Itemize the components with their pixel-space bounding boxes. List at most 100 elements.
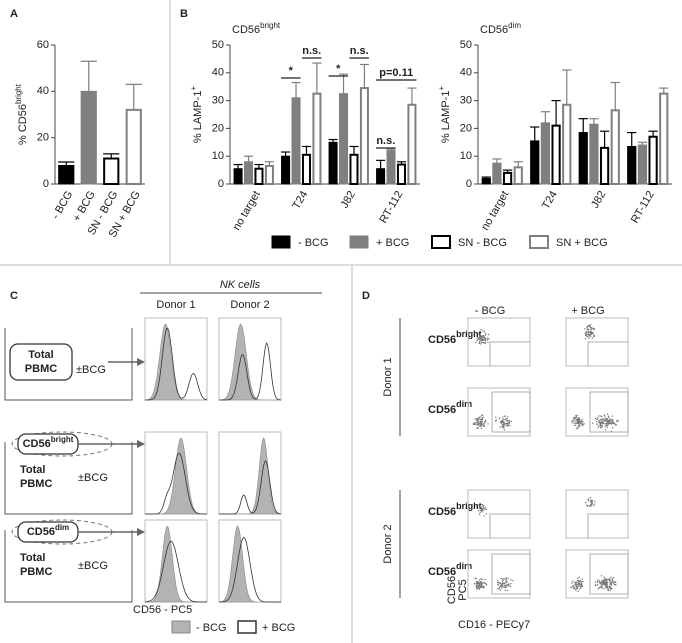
event-dot — [480, 341, 483, 344]
event-dot — [503, 423, 505, 426]
event-dot — [476, 583, 479, 585]
event-dot — [608, 419, 610, 422]
event-dot — [481, 578, 483, 580]
event-dot — [484, 337, 486, 339]
event-dot — [497, 588, 499, 590]
diagram-treatment: ±BCG — [78, 560, 108, 572]
bar — [349, 153, 359, 185]
y-axis-label-sup: + — [189, 86, 198, 91]
x-tick-label: J82 — [589, 189, 608, 210]
gate — [489, 513, 530, 538]
event-dot — [478, 510, 480, 512]
y-axis-label-base: % LAMP-1 — [192, 91, 204, 144]
event-dot — [510, 420, 512, 423]
event-dot — [585, 333, 587, 335]
event-dot — [587, 498, 589, 501]
diagram-box-label: Total — [20, 464, 45, 476]
event-dot — [582, 420, 584, 423]
event-dot — [494, 420, 497, 422]
y-axis-label-sup: bright — [14, 83, 23, 104]
legend-label: + BCG — [376, 237, 409, 249]
event-dot — [597, 579, 599, 581]
significance-label: * — [289, 65, 294, 77]
event-dot — [498, 586, 501, 588]
event-dot — [605, 429, 607, 431]
event-dot — [484, 339, 487, 341]
significance-label: n.s. — [302, 45, 321, 57]
event-dot — [587, 500, 590, 502]
row-label-sup: dim — [456, 399, 472, 409]
event-dot — [613, 581, 615, 583]
legend-swatch — [529, 235, 549, 249]
event-dot — [591, 503, 593, 505]
header: NK cells — [220, 279, 261, 291]
event-dot — [478, 588, 481, 590]
event-dot — [481, 414, 483, 417]
row-label: CD56dim — [428, 561, 472, 578]
event-dot — [506, 580, 508, 583]
event-dot — [602, 418, 604, 420]
event-dot — [576, 585, 578, 587]
diagram-box-label: PBMC — [20, 566, 52, 578]
x-axis-label: CD16 - PECy7 — [458, 619, 530, 631]
y-tick-label: 20 — [460, 122, 472, 134]
event-dot — [600, 419, 602, 421]
bar — [659, 92, 669, 185]
panel-label: C — [10, 290, 18, 302]
event-dot — [478, 504, 480, 506]
event-dot — [570, 586, 572, 589]
event-dot — [481, 336, 483, 339]
event-dot — [606, 582, 609, 584]
event-dot — [606, 424, 608, 427]
event-dot — [581, 418, 583, 421]
event-dot — [508, 583, 510, 586]
event-dot — [497, 579, 499, 582]
event-dot — [590, 331, 592, 333]
x-tick-label: J82 — [339, 189, 358, 210]
event-dot — [580, 583, 582, 586]
event-dot — [610, 576, 612, 579]
event-dot — [594, 417, 597, 420]
diagram-pill-label-base: CD56 — [23, 438, 51, 450]
event-dot — [588, 324, 591, 327]
event-dot — [597, 588, 599, 590]
event-dot — [503, 582, 505, 585]
event-dot — [483, 515, 485, 517]
y-tick-label: 30 — [460, 95, 472, 107]
y-tick-label: 40 — [460, 67, 472, 79]
event-dot — [476, 335, 478, 337]
event-dot — [476, 581, 479, 583]
event-dot — [594, 500, 596, 503]
y-axis-label: % CD56bright — [14, 83, 29, 145]
row-label-sup: bright — [456, 501, 482, 511]
event-dot — [599, 580, 601, 582]
event-dot — [498, 588, 500, 590]
bar — [264, 164, 274, 185]
event-dot — [478, 587, 480, 589]
bar — [339, 93, 349, 185]
event-dot — [483, 508, 485, 510]
event-dot — [481, 418, 484, 420]
event-dot — [616, 419, 618, 422]
gate — [587, 513, 628, 538]
y-tick-label: 50 — [212, 39, 224, 51]
event-dot — [484, 338, 487, 340]
event-dot — [482, 586, 484, 589]
event-dot — [479, 511, 481, 514]
event-dot — [581, 423, 583, 425]
diagram-arrowhead — [137, 528, 145, 536]
event-dot — [597, 417, 599, 419]
diagram-pill-label-sup: bright — [51, 435, 74, 444]
event-dot — [476, 424, 478, 426]
event-dot — [593, 335, 595, 337]
event-dot — [575, 416, 578, 418]
chart-title-base: CD56 — [232, 24, 260, 36]
event-dot — [575, 414, 577, 417]
event-dot — [578, 417, 581, 419]
gate — [491, 391, 531, 433]
event-dot — [477, 427, 479, 429]
event-dot — [585, 502, 587, 504]
event-dot — [584, 338, 587, 340]
event-dot — [611, 421, 614, 423]
event-dot — [571, 582, 573, 584]
